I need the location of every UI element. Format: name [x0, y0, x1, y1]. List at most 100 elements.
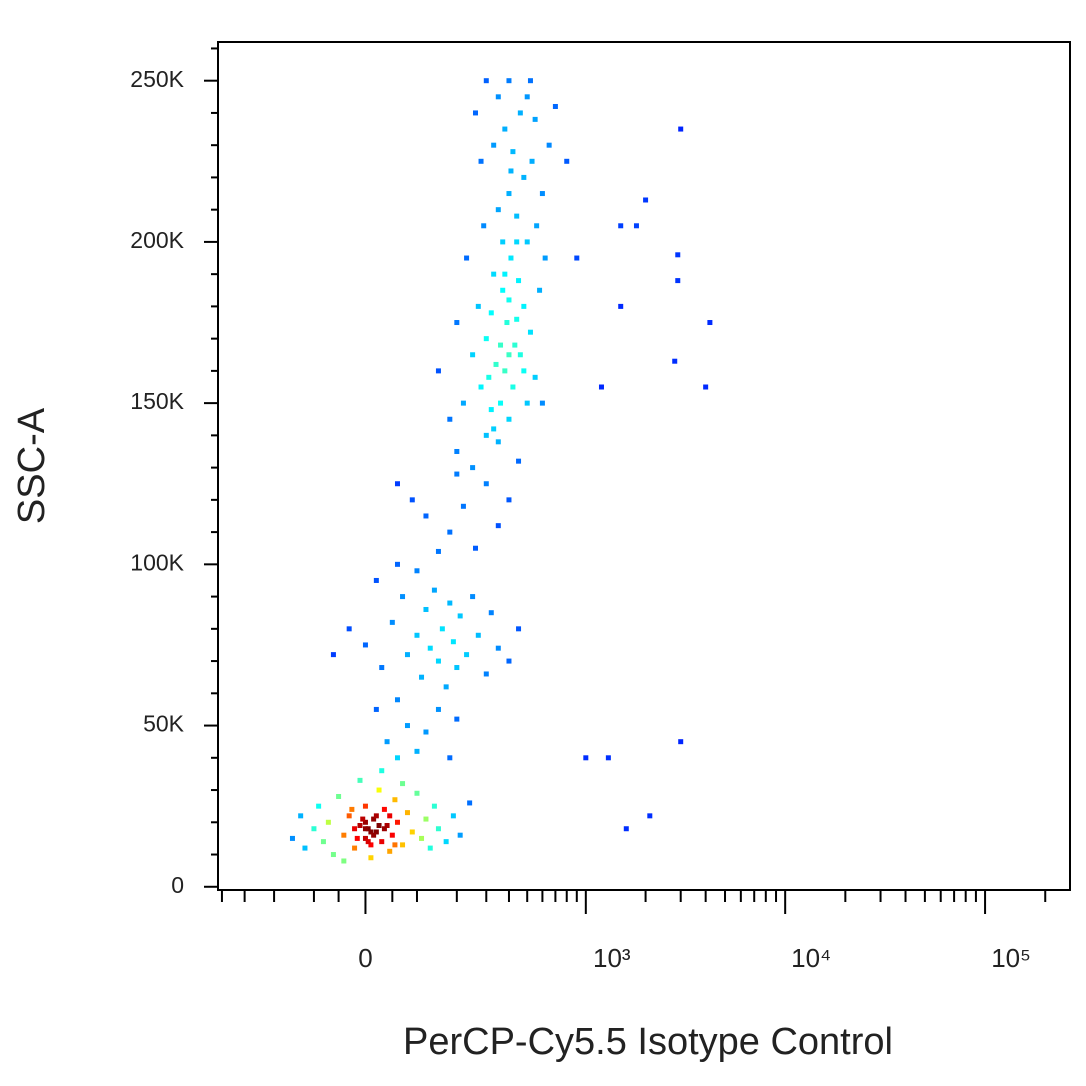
point — [409, 497, 415, 503]
point — [470, 594, 476, 600]
point — [672, 358, 678, 364]
point — [435, 658, 441, 664]
point — [450, 813, 456, 819]
point — [475, 303, 481, 309]
point — [373, 813, 379, 819]
point — [488, 407, 494, 413]
point — [532, 116, 538, 122]
point — [435, 548, 441, 554]
point — [447, 416, 453, 422]
point — [346, 813, 352, 819]
point — [623, 826, 629, 832]
point — [379, 665, 385, 671]
point — [521, 303, 527, 309]
point — [502, 126, 508, 132]
point — [534, 223, 540, 229]
point — [423, 816, 429, 822]
point — [618, 303, 624, 309]
point — [564, 158, 570, 164]
point — [394, 697, 400, 703]
point — [678, 739, 684, 745]
point — [498, 342, 504, 348]
point — [373, 577, 379, 583]
point — [506, 78, 512, 84]
point — [521, 368, 527, 374]
point — [542, 255, 548, 261]
point — [506, 416, 512, 422]
point — [376, 823, 382, 829]
point — [376, 787, 382, 793]
point — [483, 671, 489, 677]
point — [516, 626, 522, 632]
point — [457, 832, 463, 838]
point — [675, 278, 681, 284]
point — [373, 829, 379, 835]
point — [330, 852, 336, 858]
point — [552, 103, 558, 109]
x-tick-label: 10³ — [593, 943, 631, 973]
point — [491, 142, 497, 148]
point — [504, 320, 510, 326]
point — [464, 652, 470, 658]
plot-frame — [217, 41, 1071, 891]
point — [354, 835, 360, 841]
point — [435, 706, 441, 712]
point — [373, 706, 379, 712]
point — [330, 652, 336, 658]
point — [379, 768, 385, 774]
point — [454, 471, 460, 477]
point — [537, 287, 543, 293]
point — [502, 271, 508, 277]
point — [414, 790, 420, 796]
point — [483, 481, 489, 487]
y-tick-label: 50K — [143, 711, 185, 737]
point — [618, 223, 624, 229]
point — [394, 561, 400, 567]
point — [404, 810, 410, 816]
x-tick-label: 10⁵ — [991, 943, 1031, 973]
point — [506, 297, 512, 303]
point — [516, 278, 522, 284]
point — [495, 645, 501, 651]
x-axis-title: PerCP-Cy5.5 Isotype Control — [403, 1021, 893, 1063]
point — [298, 813, 304, 819]
point — [316, 803, 322, 809]
point — [488, 610, 494, 616]
point — [647, 813, 653, 819]
point — [703, 384, 709, 390]
point — [529, 158, 535, 164]
point — [320, 839, 326, 845]
point — [439, 626, 445, 632]
point — [349, 806, 355, 812]
point — [443, 684, 449, 690]
point — [478, 158, 484, 164]
point — [414, 748, 420, 754]
y-tick-label: 0 — [171, 872, 184, 898]
point — [464, 255, 470, 261]
point — [498, 400, 504, 406]
point — [532, 374, 538, 380]
point — [360, 816, 366, 822]
point — [381, 806, 387, 812]
point — [419, 835, 425, 841]
point — [423, 606, 429, 612]
point — [500, 287, 506, 293]
point — [488, 310, 494, 316]
point — [470, 465, 476, 471]
point — [357, 823, 363, 829]
point — [427, 845, 433, 851]
point — [362, 642, 368, 648]
point — [384, 823, 390, 829]
point — [409, 829, 415, 835]
point — [483, 78, 489, 84]
point — [447, 529, 453, 535]
point — [362, 835, 368, 841]
point — [524, 239, 530, 245]
point — [546, 142, 552, 148]
point — [491, 426, 497, 432]
point — [478, 384, 484, 390]
point — [506, 191, 512, 197]
point — [379, 839, 385, 845]
point — [483, 432, 489, 438]
